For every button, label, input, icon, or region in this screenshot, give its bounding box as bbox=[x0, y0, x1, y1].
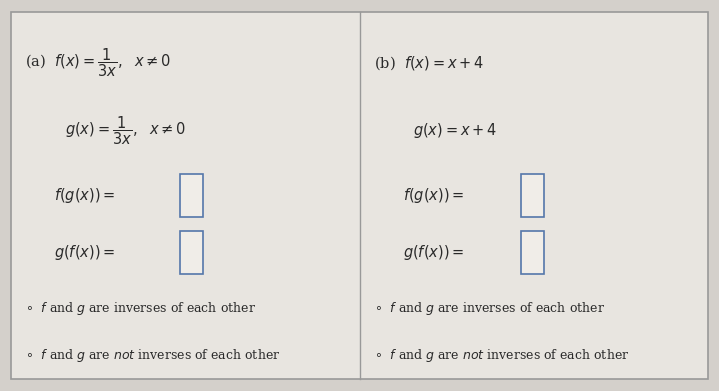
Text: $f(g\left(x\right)) =$: $f(g\left(x\right)) =$ bbox=[403, 186, 464, 205]
Text: $\circ$  $f$ and $g$ are $\mathit{not}$ inverses of each other: $\circ$ $f$ and $g$ are $\mathit{not}$ i… bbox=[25, 347, 280, 364]
FancyBboxPatch shape bbox=[521, 174, 544, 217]
Text: $\circ$  $f$ and $g$ are $\mathit{not}$ inverses of each other: $\circ$ $f$ and $g$ are $\mathit{not}$ i… bbox=[374, 347, 629, 364]
Text: (a)  $f(x) = \dfrac{1}{3x},\ \ x \neq 0$: (a) $f(x) = \dfrac{1}{3x},\ \ x \neq 0$ bbox=[25, 46, 172, 79]
FancyBboxPatch shape bbox=[11, 12, 708, 379]
FancyBboxPatch shape bbox=[521, 231, 544, 274]
Text: (b)  $f(x) = x + 4$: (b) $f(x) = x + 4$ bbox=[374, 54, 484, 72]
Text: $\circ$  $f$ and $g$ are inverses of each other: $\circ$ $f$ and $g$ are inverses of each… bbox=[374, 300, 605, 317]
Text: $g\left(x\right) = \dfrac{1}{3x},\ \ x \neq 0$: $g\left(x\right) = \dfrac{1}{3x},\ \ x \… bbox=[65, 115, 186, 147]
FancyBboxPatch shape bbox=[180, 231, 203, 274]
FancyBboxPatch shape bbox=[180, 174, 203, 217]
Text: $g\left(f\left(x\right)\right) =$: $g\left(f\left(x\right)\right) =$ bbox=[403, 243, 464, 262]
Text: $\circ$  $f$ and $g$ are inverses of each other: $\circ$ $f$ and $g$ are inverses of each… bbox=[25, 300, 256, 317]
Text: $g\left(f\left(x\right)\right) =$: $g\left(f\left(x\right)\right) =$ bbox=[54, 243, 115, 262]
Text: $g\left(x\right) = x + 4$: $g\left(x\right) = x + 4$ bbox=[413, 122, 498, 140]
Text: $f(g\left(x\right)) =$: $f(g\left(x\right)) =$ bbox=[54, 186, 115, 205]
